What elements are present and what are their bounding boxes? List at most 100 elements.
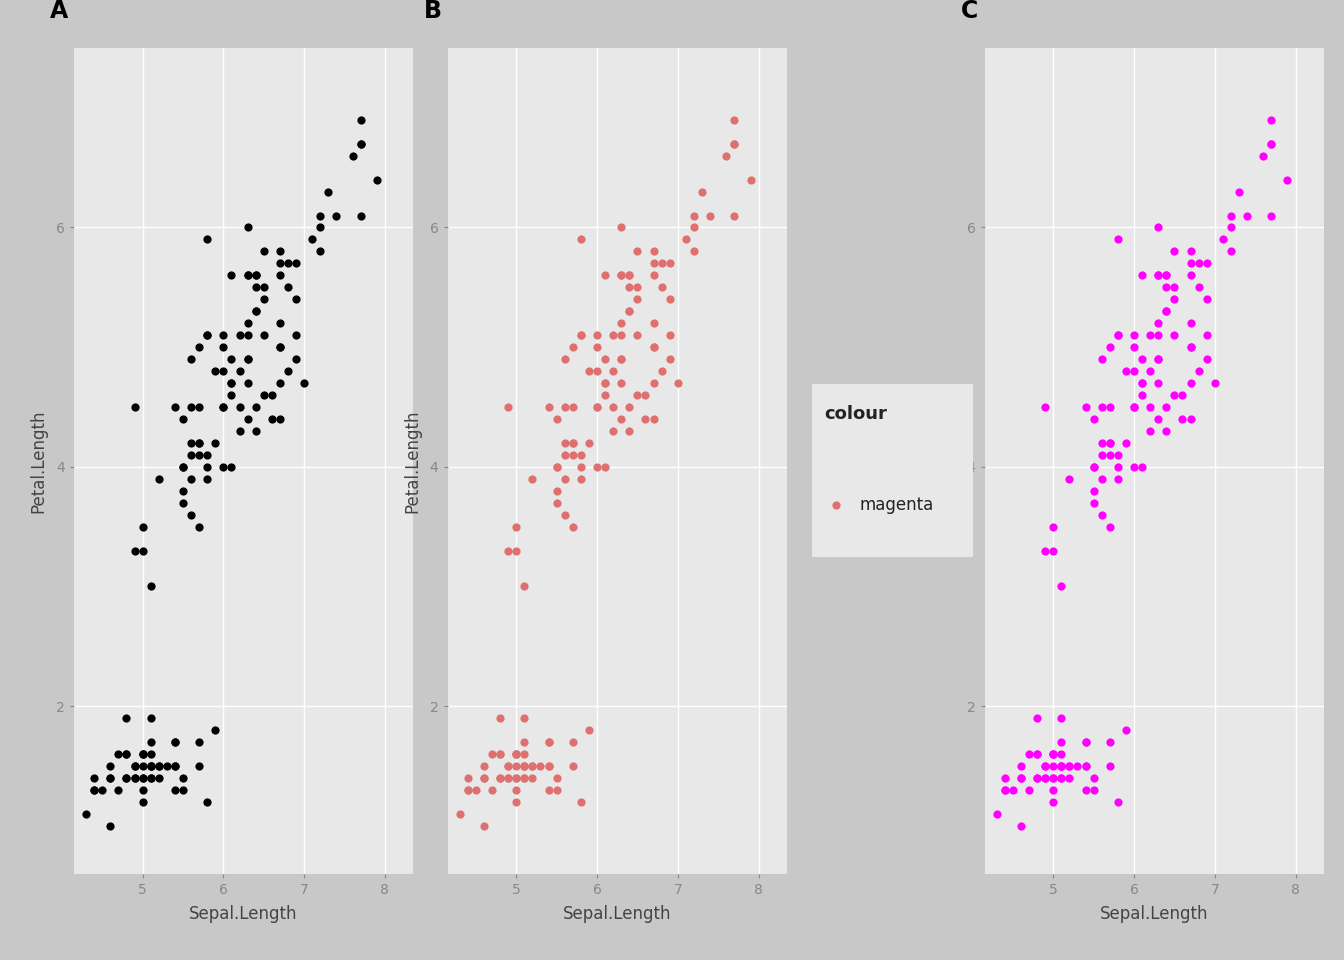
Point <box>578 722 599 737</box>
Point <box>188 435 210 450</box>
Point <box>505 746 527 761</box>
Point <box>497 758 519 774</box>
Point <box>586 459 607 474</box>
Point <box>1075 734 1097 750</box>
Point <box>1035 542 1056 558</box>
Point <box>1099 399 1121 415</box>
Point <box>505 782 527 798</box>
Point <box>212 459 234 474</box>
Point <box>124 770 145 785</box>
Point <box>1059 758 1081 774</box>
Point <box>562 447 583 463</box>
Point <box>188 340 210 355</box>
Point <box>180 435 202 450</box>
Point <box>116 770 137 785</box>
Point <box>1043 746 1064 761</box>
Point <box>237 411 258 426</box>
Point <box>610 351 632 367</box>
Point <box>124 542 145 558</box>
Point <box>237 220 258 235</box>
Point <box>1156 268 1177 283</box>
Point <box>497 770 519 785</box>
Point <box>269 375 290 391</box>
Point <box>1148 327 1169 343</box>
Point <box>1148 220 1169 235</box>
Point <box>618 303 640 319</box>
Point <box>245 303 266 319</box>
Point <box>1027 770 1048 785</box>
Point <box>124 758 145 774</box>
Point <box>1196 351 1218 367</box>
Point <box>1261 136 1282 152</box>
Point <box>132 794 153 809</box>
Point <box>253 327 274 343</box>
Point <box>1091 399 1113 415</box>
Point <box>1148 316 1169 331</box>
Point <box>513 746 535 761</box>
Point <box>594 351 616 367</box>
Point <box>317 184 339 200</box>
Point <box>521 770 543 785</box>
Point <box>237 351 258 367</box>
Point <box>1277 172 1298 187</box>
Text: magenta: magenta <box>860 496 934 514</box>
Point <box>188 734 210 750</box>
Point <box>562 734 583 750</box>
Point <box>1083 459 1105 474</box>
Point <box>578 364 599 379</box>
Point <box>212 340 234 355</box>
Point <box>562 758 583 774</box>
Point <box>132 542 153 558</box>
Point <box>1075 782 1097 798</box>
Point <box>124 758 145 774</box>
Point <box>220 268 242 283</box>
Point <box>1124 364 1145 379</box>
Point <box>626 292 648 307</box>
Point <box>1124 399 1145 415</box>
Point <box>481 746 503 761</box>
Point <box>277 255 298 271</box>
Point <box>1188 364 1210 379</box>
Point <box>1148 375 1169 391</box>
Point <box>212 399 234 415</box>
Text: colour: colour <box>824 405 887 422</box>
Point <box>188 399 210 415</box>
Point <box>995 782 1016 798</box>
Point <box>546 483 567 498</box>
Point <box>1091 507 1113 522</box>
Point <box>1091 447 1113 463</box>
Point <box>1124 340 1145 355</box>
Point <box>1180 255 1202 271</box>
Point <box>513 758 535 774</box>
Point <box>642 244 664 259</box>
Point <box>285 255 306 271</box>
Point <box>1091 351 1113 367</box>
Point <box>594 268 616 283</box>
Point <box>188 758 210 774</box>
Point <box>1261 112 1282 128</box>
Point <box>1051 710 1073 726</box>
Point <box>1043 746 1064 761</box>
Point <box>489 770 511 785</box>
Point <box>513 758 535 774</box>
Point <box>172 770 194 785</box>
Point <box>626 387 648 402</box>
Point <box>1188 279 1210 295</box>
Point <box>1099 435 1121 450</box>
Point <box>245 268 266 283</box>
Point <box>1148 411 1169 426</box>
Point <box>1075 758 1097 774</box>
X-axis label: Sepal.Length: Sepal.Length <box>190 905 298 923</box>
Point <box>245 268 266 283</box>
Point <box>1011 818 1032 833</box>
Point <box>212 399 234 415</box>
Point <box>1099 734 1121 750</box>
Point <box>1051 758 1073 774</box>
Point <box>1156 268 1177 283</box>
Point <box>683 244 704 259</box>
Point <box>164 399 185 415</box>
Point <box>1019 746 1040 761</box>
Point <box>237 268 258 283</box>
Point <box>825 497 847 513</box>
Point <box>618 423 640 439</box>
